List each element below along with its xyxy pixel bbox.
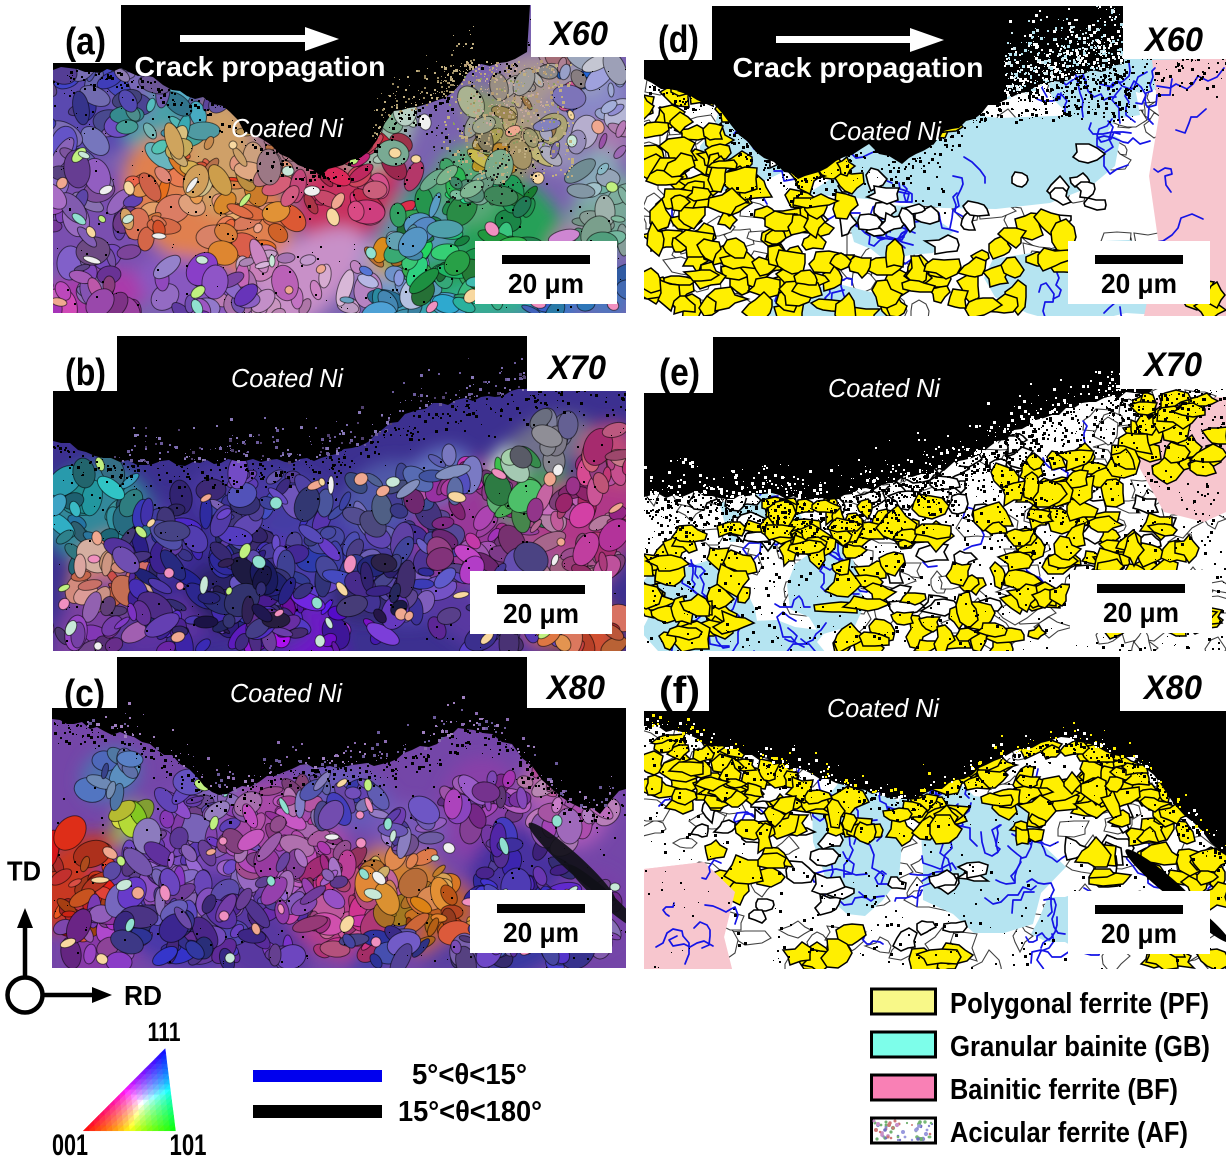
svg-text:Coated Ni: Coated Ni xyxy=(230,678,343,708)
svg-text:(e): (e) xyxy=(659,352,700,394)
svg-text:Crack propagation: Crack propagation xyxy=(733,52,984,83)
svg-text:(f): (f) xyxy=(659,670,700,712)
svg-text:RD: RD xyxy=(124,980,162,1011)
svg-text:Coated Ni: Coated Ni xyxy=(827,693,940,723)
svg-text:Bainitic ferrite (BF): Bainitic ferrite (BF) xyxy=(950,1074,1178,1106)
svg-text:20 μm: 20 μm xyxy=(503,598,579,629)
svg-text:(a): (a) xyxy=(65,21,106,63)
svg-text:20 μm: 20 μm xyxy=(1103,597,1179,628)
svg-text:20 μm: 20 μm xyxy=(503,917,579,948)
svg-text:111: 111 xyxy=(148,1017,181,1047)
svg-text:001: 001 xyxy=(52,1129,88,1162)
svg-text:Acicular ferrite (AF): Acicular ferrite (AF) xyxy=(950,1117,1188,1149)
svg-text:Coated Ni: Coated Ni xyxy=(829,116,942,146)
svg-text:X80: X80 xyxy=(545,669,605,707)
svg-text:Granular bainite (GB): Granular bainite (GB) xyxy=(950,1031,1210,1063)
svg-text:20 μm: 20 μm xyxy=(1101,918,1177,949)
svg-text:(d): (d) xyxy=(658,19,699,61)
svg-text:X70: X70 xyxy=(546,349,606,387)
svg-text:X60: X60 xyxy=(548,15,608,53)
svg-text:Polygonal ferrite (PF): Polygonal ferrite (PF) xyxy=(950,988,1209,1020)
svg-text:TD: TD xyxy=(7,856,41,887)
svg-text:Coated Ni: Coated Ni xyxy=(231,363,344,393)
svg-text:Crack propagation: Crack propagation xyxy=(135,51,386,82)
svg-text:20 μm: 20 μm xyxy=(1101,268,1177,299)
svg-text:Coated Ni: Coated Ni xyxy=(828,373,941,403)
svg-text:Coated Ni: Coated Ni xyxy=(231,113,344,143)
svg-text:X70: X70 xyxy=(1142,346,1202,384)
svg-text:20 μm: 20 μm xyxy=(508,268,584,299)
svg-text:15°<θ<180°: 15°<θ<180° xyxy=(398,1096,542,1128)
svg-text:(b): (b) xyxy=(65,352,106,394)
svg-text:X80: X80 xyxy=(1142,669,1202,707)
svg-text:5°<θ<15°: 5°<θ<15° xyxy=(412,1059,527,1091)
svg-text:X60: X60 xyxy=(1143,21,1203,59)
svg-text:(c): (c) xyxy=(64,673,105,715)
svg-text:101: 101 xyxy=(170,1129,207,1162)
